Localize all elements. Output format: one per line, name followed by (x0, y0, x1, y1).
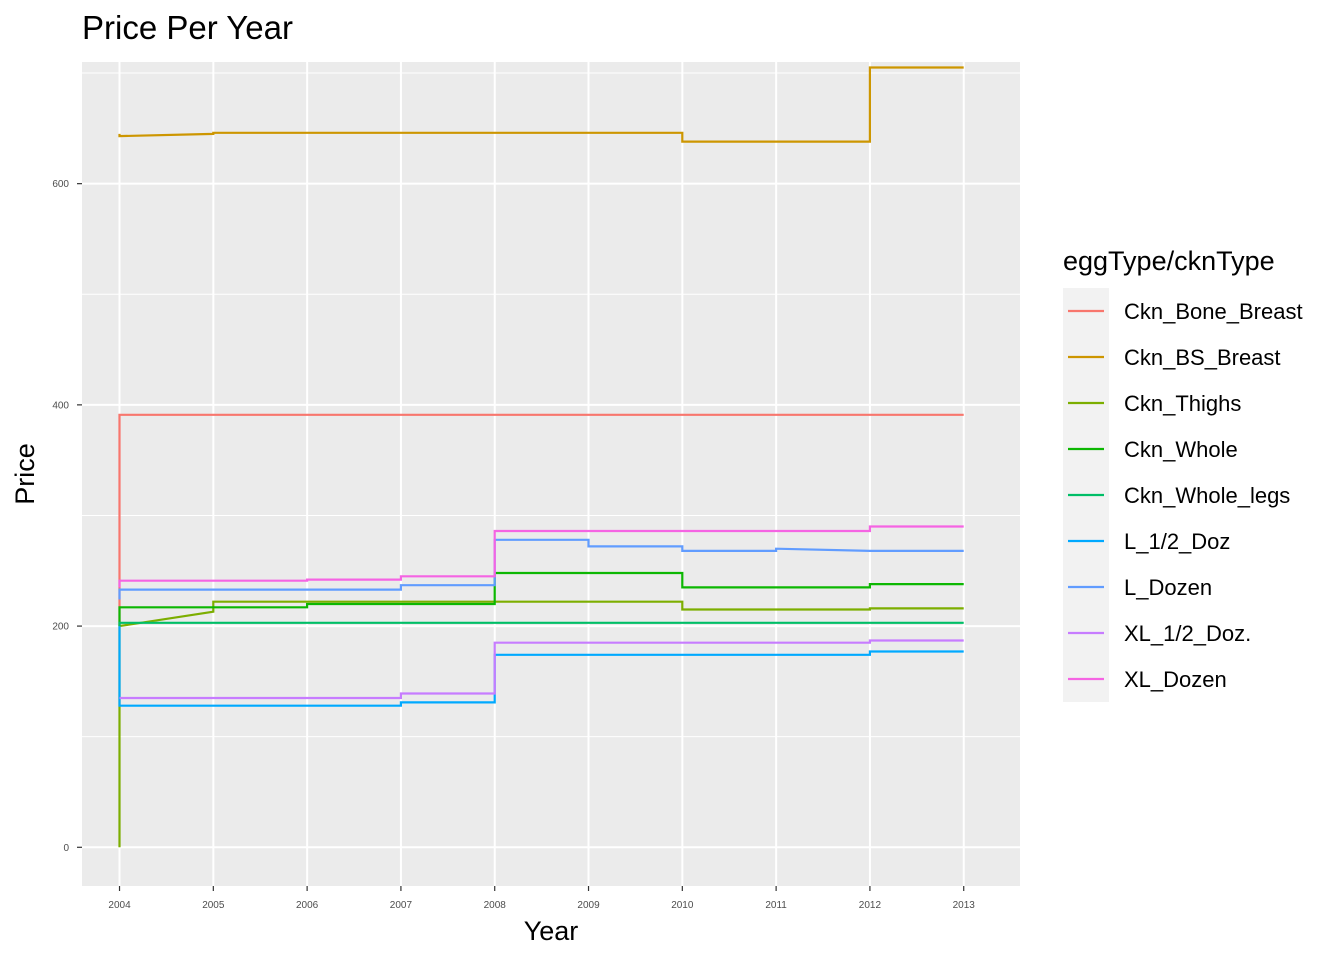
x-tick-label: 2007 (390, 900, 413, 911)
y-tick-label: 600 (52, 179, 69, 190)
minor-gridlines (82, 72, 1020, 738)
x-tick-label: 2006 (296, 900, 319, 911)
x-tick-label: 2012 (859, 900, 882, 911)
legend-title: eggType/cknType (1063, 246, 1275, 276)
series-line-xl-1-2-doz (119, 639, 964, 700)
major-gridlines (82, 62, 1020, 886)
series-line-ckn-whole-legs (118, 621, 964, 627)
x-axis-label: Year (524, 916, 579, 946)
series-line-l-dozen (118, 538, 964, 600)
series-line-ckn-thighs (118, 600, 964, 848)
legend: eggType/cknType Ckn_Bone_Breast Ckn_BS_Br… (1063, 246, 1303, 702)
series-line-ckn-bs-breast (118, 66, 964, 143)
legend-label-xl-dozen: XL_Dozen (1124, 667, 1227, 692)
x-tick-label: 2010 (671, 900, 694, 911)
y-axis: 0 200 400 600 (52, 179, 82, 854)
legend-label-ckn-thighs: Ckn_Thighs (1124, 391, 1241, 416)
x-axis: 2004 2005 2006 2007 2008 2009 2010 2011 2012 2013 (108, 886, 975, 911)
series-lines (118, 66, 964, 848)
x-tick-label: 2013 (953, 900, 976, 911)
y-tick-label: 0 (63, 843, 69, 854)
legend-label-ckn-bs-breast: Ckn_BS_Breast (1124, 345, 1281, 370)
series-line-l-1-2-doz (118, 626, 964, 707)
x-tick-label: 2004 (108, 900, 131, 911)
y-axis-label: Price (10, 443, 40, 505)
plot-panel (82, 62, 1020, 886)
y-tick-label: 400 (52, 400, 69, 411)
chart-title: Price Per Year (82, 9, 293, 46)
y-tick-label: 200 (52, 622, 69, 633)
legend-label-xl-1-2-doz: XL_1/2_Doz. (1124, 621, 1251, 646)
legend-label-ckn-whole: Ckn_Whole (1124, 437, 1238, 462)
legend-label-l-dozen: L_Dozen (1124, 575, 1212, 600)
x-tick-label: 2008 (484, 900, 507, 911)
series-line-xl-dozen (118, 525, 964, 588)
legend-label-ckn-bone-breast: Ckn_Bone_Breast (1124, 299, 1303, 324)
legend-items: Ckn_Bone_Breast Ckn_BS_Breast Ckn_Thighs Ck… (1068, 299, 1303, 692)
series-line-ckn-bone-breast (118, 413, 964, 627)
x-tick-label: 2011 (765, 900, 787, 911)
x-tick-label: 2005 (202, 900, 225, 911)
legend-label-l-1-2-doz: L_1/2_Doz (1124, 529, 1230, 554)
x-tick-label: 2009 (577, 900, 600, 911)
legend-label-ckn-whole-legs: Ckn_Whole_legs (1124, 483, 1290, 508)
